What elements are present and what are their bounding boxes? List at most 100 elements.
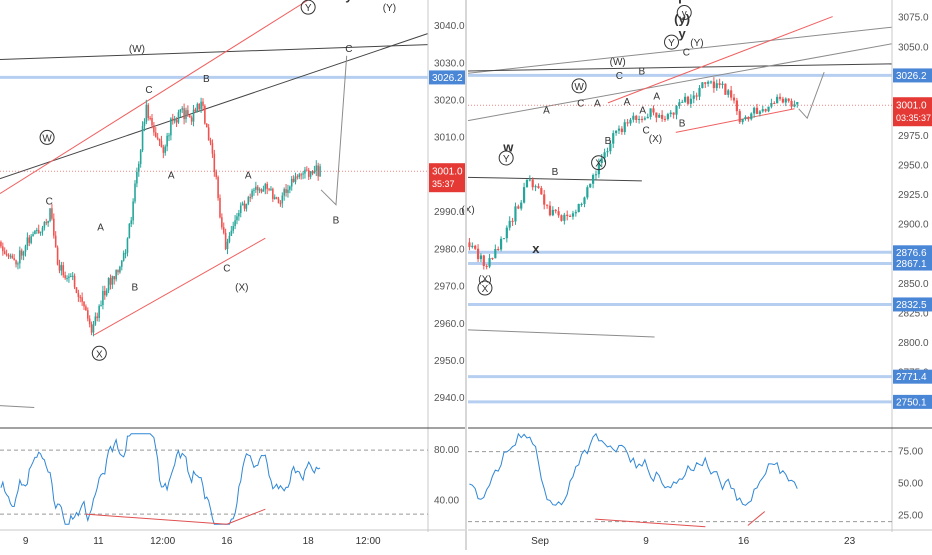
candle bbox=[750, 113, 753, 120]
candle bbox=[629, 119, 632, 124]
candle bbox=[230, 230, 233, 236]
candle bbox=[183, 108, 185, 120]
candle bbox=[45, 222, 48, 224]
candle bbox=[7, 255, 10, 257]
candle bbox=[113, 276, 116, 280]
oscillator-tick-label: 25.00 bbox=[898, 510, 923, 521]
candle bbox=[279, 203, 282, 205]
candle bbox=[51, 208, 53, 219]
candle bbox=[173, 120, 176, 122]
candle bbox=[249, 197, 251, 199]
price-tick-label: 2850.0 bbox=[898, 279, 929, 290]
candle bbox=[3, 251, 6, 254]
candle bbox=[709, 81, 713, 83]
wave-label-circle bbox=[676, 5, 692, 21]
candle bbox=[17, 263, 19, 265]
wave-label: C bbox=[577, 98, 584, 109]
candle bbox=[663, 118, 667, 120]
level-label-bg bbox=[893, 256, 932, 271]
candle bbox=[264, 183, 267, 190]
candle bbox=[511, 220, 514, 222]
last-price-label: 3001.0 bbox=[432, 167, 463, 178]
candle bbox=[105, 290, 108, 296]
candle bbox=[494, 249, 497, 259]
candle bbox=[266, 183, 268, 189]
wave-label: B bbox=[605, 136, 612, 147]
candle bbox=[632, 115, 635, 120]
wave-label: (X) bbox=[649, 134, 662, 145]
time-tick-label: 16 bbox=[221, 536, 233, 547]
level-label: 2771.4 bbox=[896, 372, 927, 383]
last-price-label-bg bbox=[429, 163, 466, 193]
candle bbox=[73, 275, 76, 288]
level-label: 2867.1 bbox=[896, 259, 927, 270]
time-tick-label: 16 bbox=[738, 536, 750, 547]
candle bbox=[239, 205, 242, 214]
candle bbox=[319, 166, 321, 177]
candle bbox=[306, 169, 308, 171]
wave-label: B bbox=[639, 66, 646, 77]
candle bbox=[571, 213, 575, 217]
candle bbox=[98, 305, 100, 319]
candles-group bbox=[0, 97, 321, 337]
wave-label: C bbox=[345, 44, 352, 55]
wave-label: (Y) bbox=[383, 3, 396, 14]
candle bbox=[122, 253, 125, 261]
candle bbox=[149, 117, 151, 119]
wave-label: X bbox=[595, 159, 602, 170]
candle bbox=[681, 101, 684, 103]
wave-label: C bbox=[145, 85, 152, 96]
candle bbox=[778, 96, 782, 99]
time-tick-label: 23 bbox=[844, 536, 856, 547]
candle bbox=[126, 238, 129, 253]
time-tick-label: 9 bbox=[643, 536, 649, 547]
candle bbox=[684, 96, 687, 102]
candle bbox=[534, 186, 537, 188]
candle bbox=[147, 104, 150, 118]
candle bbox=[181, 108, 184, 110]
candle bbox=[166, 135, 168, 147]
wave-label: A bbox=[653, 91, 660, 102]
last-price-label: 3001.0 bbox=[896, 101, 927, 112]
level-label: 3026.2 bbox=[432, 73, 463, 84]
candle bbox=[586, 187, 589, 198]
wave-label: (Y) bbox=[690, 38, 703, 49]
candle bbox=[175, 120, 178, 123]
wave-label: (X) bbox=[461, 205, 474, 216]
candle bbox=[228, 235, 231, 242]
candle bbox=[270, 188, 272, 190]
candle bbox=[275, 197, 278, 199]
candle bbox=[753, 107, 756, 114]
candle bbox=[205, 123, 208, 128]
price-tick-label: 2825.0 bbox=[898, 308, 929, 319]
price-tick-label: 2970.0 bbox=[434, 282, 465, 293]
candle bbox=[202, 101, 204, 106]
candle bbox=[94, 316, 97, 325]
channel-line-lower bbox=[675, 108, 795, 133]
price-tick-label: 2950.0 bbox=[434, 356, 465, 367]
wave-label: C bbox=[683, 48, 690, 59]
candle bbox=[574, 212, 577, 214]
candle bbox=[272, 188, 274, 200]
level-label-bg bbox=[893, 297, 932, 312]
candle bbox=[115, 270, 117, 280]
time-tick-label: 11 bbox=[93, 536, 104, 547]
wave-label-circle bbox=[477, 280, 493, 296]
trendline bbox=[0, 33, 429, 180]
candle bbox=[215, 172, 218, 178]
oscillator-line bbox=[469, 432, 798, 506]
price-tick-label: 2900.0 bbox=[898, 220, 929, 231]
candle bbox=[179, 109, 182, 113]
candle bbox=[635, 115, 638, 120]
wave-label: x bbox=[532, 241, 540, 256]
candle bbox=[704, 82, 707, 84]
candle bbox=[100, 305, 102, 307]
time-tick-label: 12:00 bbox=[356, 536, 381, 547]
price-tick-label: 3075.0 bbox=[898, 13, 929, 24]
oscillator-tick-label: 80.00 bbox=[434, 445, 459, 456]
candle bbox=[474, 245, 477, 249]
candle bbox=[139, 150, 142, 164]
candle bbox=[626, 122, 629, 124]
price-tick-label: 2925.0 bbox=[898, 190, 929, 201]
candle bbox=[62, 265, 65, 276]
